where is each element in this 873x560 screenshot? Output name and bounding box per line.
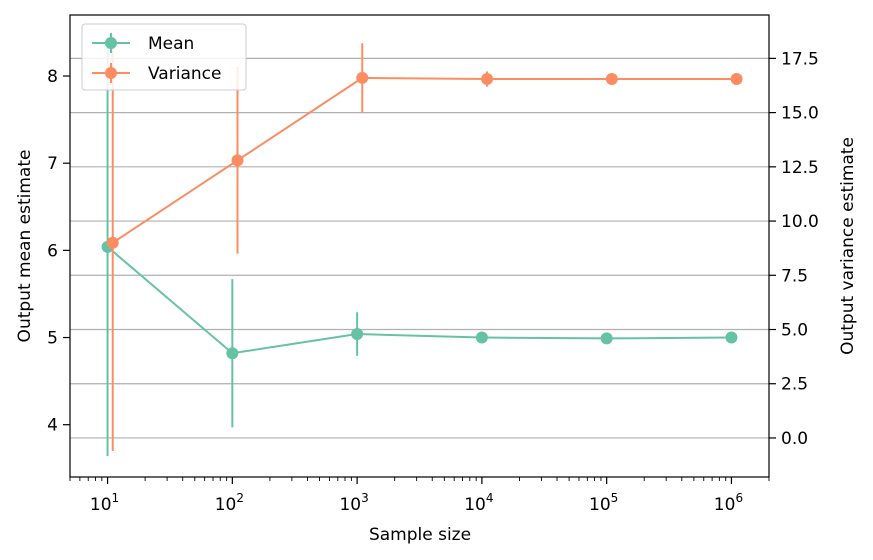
y-axis-title-left: Output mean estimate [15,150,35,343]
y-tick-label-left: 4 [47,416,58,436]
mean-point [226,347,239,360]
grid-layer [70,57,769,439]
legend-mean-label: Mean [148,34,194,54]
variance-point [481,72,494,85]
mean-point [475,331,488,344]
variance-point [356,71,369,84]
mean-point [351,328,364,341]
mean-point [600,332,613,345]
mean-point [725,331,738,344]
legend-mean-marker [105,37,117,49]
y-tick-label-left: 7 [47,154,58,174]
series-mean [101,37,738,457]
axes-layer: 101 102 103 104 105 106456780.02.55.07.510.01… [47,49,819,515]
x-tick-label-exponent: 4 [486,491,494,505]
legend-variance-marker [105,67,117,79]
y-tick-label-right: 7.5 [781,266,808,286]
mean-line [106,246,732,355]
x-tick-label-exponent: 6 [735,491,743,505]
x-tick-label: 106 [714,491,743,515]
x-tick-label-exponent: 1 [112,491,120,505]
x-tick-label: 101 [90,491,119,515]
x-tick-label-exponent: 5 [611,491,619,505]
y-tick-label-left: 8 [47,67,58,87]
x-tick-label-base: 10 [339,495,361,515]
y-tick-label-right: 17.5 [781,49,819,69]
legend: Mean Variance [81,23,247,91]
plot-frame [69,14,770,478]
y-tick-label-right: 12.5 [781,158,819,178]
y-tick-label-right: 2.5 [781,375,808,395]
legend-variance-label: Variance [148,64,221,84]
x-tick-label-exponent: 2 [236,491,244,505]
x-tick-label: 104 [464,491,493,515]
x-tick-label-base: 10 [90,495,112,515]
y-axis-title-right: Output variance estimate [838,137,858,355]
series-variance [106,34,743,451]
variance-point [605,72,618,85]
x-tick-label-base: 10 [464,495,486,515]
x-tick-label-base: 10 [215,495,237,515]
y-tick-label-left: 6 [47,241,58,261]
x-tick-label: 102 [215,491,244,515]
x-tick-label: 103 [339,491,368,515]
y-tick-label-left: 5 [47,329,58,349]
variance-point [231,154,244,167]
x-tick-label-base: 10 [589,495,611,515]
x-tick-label-base: 10 [714,495,736,515]
variance-point [730,72,743,85]
variance-line [112,76,737,244]
series-layer [101,34,743,457]
y-tick-label-right: 10.0 [781,212,819,232]
y-tick-label-right: 15.0 [781,104,819,124]
x-axis-title: Sample size [369,525,471,545]
y-tick-label-right: 5.0 [781,321,808,341]
variance-point [106,236,119,249]
x-tick-label: 105 [589,491,618,515]
x-tick-label-exponent: 3 [361,491,369,505]
y-tick-label-right: 0.0 [781,429,808,449]
